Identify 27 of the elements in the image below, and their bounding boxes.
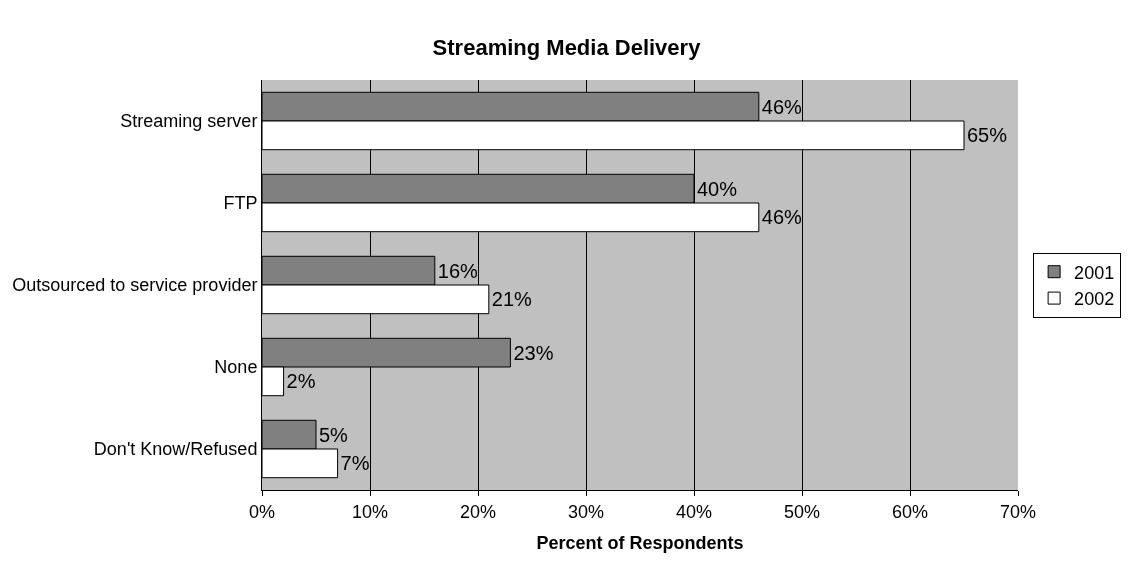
data-label: 16%	[437, 259, 479, 282]
x-tick-label: 0%	[248, 501, 276, 522]
data-label: 7%	[340, 452, 370, 475]
y-tick-label: Streaming server	[120, 111, 258, 132]
x-tick-label: 50%	[783, 501, 821, 522]
data-label: 65%	[967, 124, 1008, 147]
y-tick-label: Outsourced to service provider	[12, 275, 258, 296]
data-label: 40%	[697, 177, 738, 200]
x-axis-title: Percent of Respondents	[536, 532, 744, 553]
data-label: 23%	[513, 341, 554, 364]
x-tick-label: 60%	[891, 501, 929, 522]
y-tick-label: Don't Know/Refused	[93, 439, 258, 460]
data-label: 46%	[761, 95, 803, 118]
legend-label: 2002	[1074, 289, 1115, 310]
y-tick-label: None	[214, 357, 258, 378]
data-label: 5%	[319, 423, 349, 446]
x-tick-label: 10%	[351, 501, 389, 522]
data-label: 46%	[761, 206, 803, 229]
x-tick-label: 70%	[999, 501, 1037, 522]
x-tick-label: 20%	[459, 501, 497, 522]
y-tick-label: FTP	[223, 193, 258, 214]
x-tick-label: 30%	[567, 501, 605, 522]
x-tick-label: 40%	[675, 501, 713, 522]
data-label: 21%	[491, 288, 533, 311]
legend-label: 2001	[1074, 262, 1115, 283]
data-label: 2%	[286, 370, 316, 393]
chart-title: Streaming Media Delivery	[432, 34, 702, 60]
